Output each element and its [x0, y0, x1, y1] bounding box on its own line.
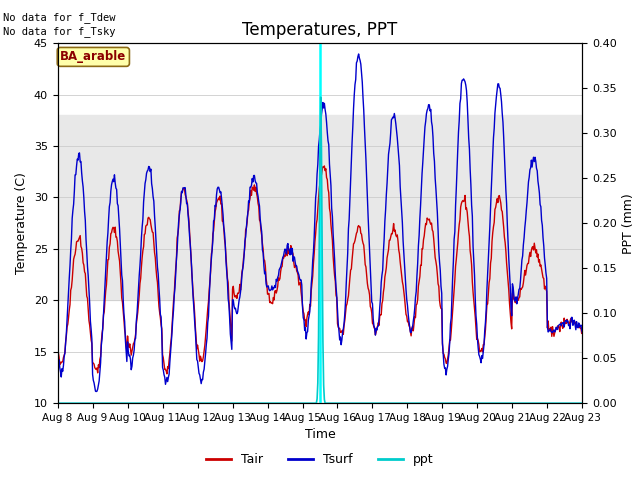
Bar [58, 115, 582, 300]
Y-axis label: PPT (mm): PPT (mm) [623, 193, 636, 253]
Text: BA_arable: BA_arable [60, 50, 127, 63]
Y-axis label: Temperature (C): Temperature (C) [15, 172, 28, 274]
Title: Temperatures, PPT: Temperatures, PPT [243, 21, 397, 39]
Text: No data for f_Tsky: No data for f_Tsky [3, 26, 116, 37]
Text: No data for f_Tdew: No data for f_Tdew [3, 12, 116, 23]
Legend: Tair, Tsurf, ppt: Tair, Tsurf, ppt [202, 448, 438, 471]
X-axis label: Time: Time [305, 429, 335, 442]
